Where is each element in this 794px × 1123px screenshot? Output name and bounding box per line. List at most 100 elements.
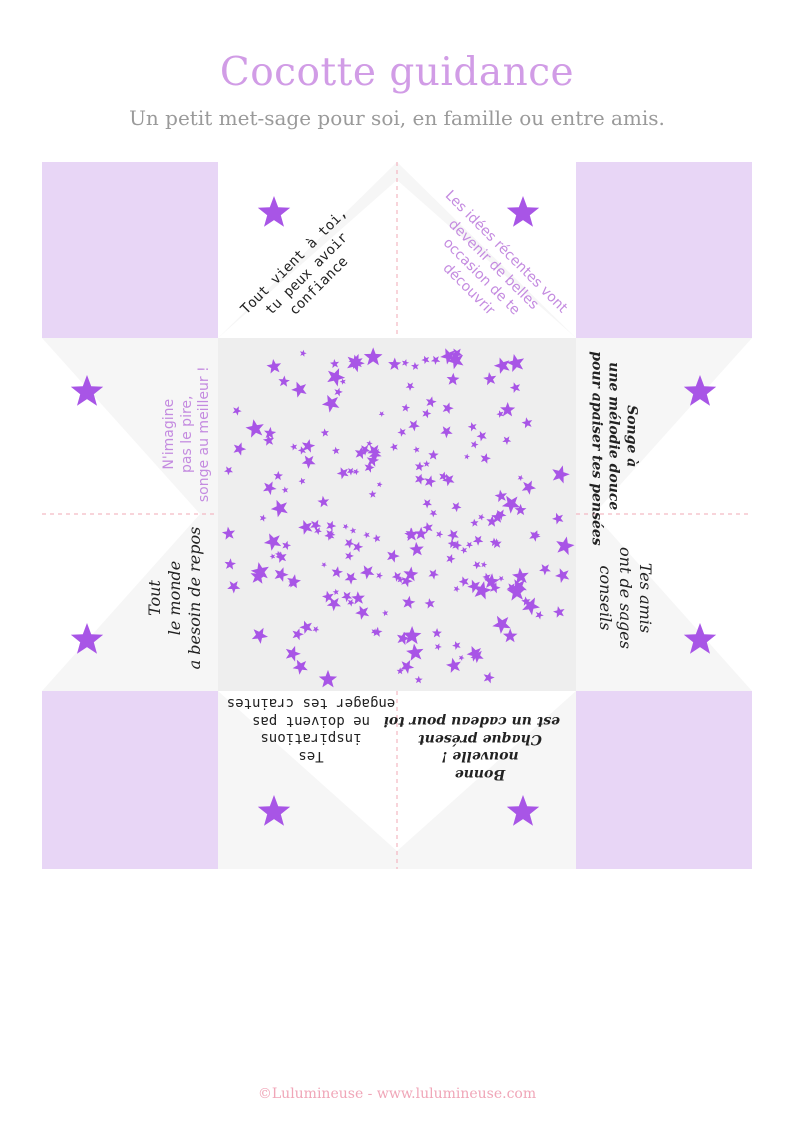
burst-star-icon xyxy=(349,527,357,534)
burst-star-icon xyxy=(428,569,439,580)
burst-star-icon xyxy=(314,527,322,535)
burst-star-icon xyxy=(221,526,236,540)
burst-star-icon xyxy=(467,422,477,432)
burst-star-icon xyxy=(423,460,431,467)
burst-star-icon xyxy=(458,654,465,661)
burst-star-icon xyxy=(464,453,470,460)
burst-star-icon xyxy=(404,527,418,541)
burst-star-icon xyxy=(273,470,283,481)
burst-star-icon xyxy=(521,417,533,429)
burst-star-icon xyxy=(535,610,544,620)
burst-star-icon xyxy=(297,446,306,455)
corner-stars xyxy=(70,196,717,826)
burst-star-icon xyxy=(470,440,479,449)
burst-star-icon xyxy=(372,626,383,637)
burst-star-icon xyxy=(450,348,463,360)
burst-star-icon xyxy=(472,561,481,570)
burst-star-icon xyxy=(489,537,499,547)
burst-star-icon xyxy=(245,419,264,438)
burst-star-icon xyxy=(493,357,510,374)
burst-star-icon xyxy=(298,477,306,485)
burst-star-icon xyxy=(355,605,370,620)
burst-star-icon xyxy=(553,606,565,618)
burst-star-icon xyxy=(366,465,373,471)
burst-star-icon xyxy=(344,572,358,585)
burst-star-icon xyxy=(292,659,308,675)
burst-star-icon xyxy=(382,609,389,617)
burst-star-icon xyxy=(312,626,320,633)
burst-star-icon xyxy=(446,657,461,673)
burst-star-icon xyxy=(408,420,420,432)
burst-star-icon xyxy=(440,348,457,365)
burst-star-icon xyxy=(331,446,340,455)
message-bottom-right: Bonne nouvelle ! Chaque présent est un c… xyxy=(384,713,560,783)
burst-star-icon xyxy=(251,627,268,644)
burst-star-icon xyxy=(458,576,469,587)
burst-star-icon xyxy=(263,481,277,496)
burst-star-icon xyxy=(421,355,430,365)
burst-star-icon xyxy=(465,541,473,549)
burst-star-icon xyxy=(363,347,383,366)
burst-star-icon xyxy=(409,541,424,557)
burst-star-icon xyxy=(556,536,575,556)
burst-star-icon xyxy=(317,495,330,508)
burst-star-icon xyxy=(416,475,423,482)
burst-star-icon xyxy=(285,645,301,662)
corner-square-bottom-right xyxy=(576,691,752,869)
burst-star-icon xyxy=(402,626,422,645)
burst-star-icon xyxy=(447,539,457,549)
burst-star-icon xyxy=(368,490,377,498)
burst-star-icon xyxy=(227,581,241,594)
burst-star-icon xyxy=(517,475,524,482)
burst-star-icon xyxy=(359,444,371,456)
burst-star-icon xyxy=(442,402,454,414)
burst-star-icon xyxy=(282,540,292,550)
burst-star-icon xyxy=(522,597,540,616)
burst-star-icon xyxy=(353,468,360,476)
burst-star-icon xyxy=(341,591,353,603)
burst-star-icon xyxy=(422,522,433,533)
message-left-top: N'imagine pas le pire, songe au meilleur… xyxy=(160,366,212,503)
burst-star-icon xyxy=(298,520,313,535)
burst-star-icon xyxy=(330,359,340,369)
burst-star-icon xyxy=(483,372,497,386)
star-icon xyxy=(257,795,291,826)
burst-star-icon xyxy=(281,486,289,494)
burst-star-icon xyxy=(376,572,383,580)
burst-star-icon xyxy=(502,628,518,643)
star-icon xyxy=(506,795,540,826)
burst-star-icon xyxy=(436,530,444,539)
burst-star-icon xyxy=(478,513,485,521)
burst-star-icon xyxy=(502,436,512,445)
burst-star-icon xyxy=(290,443,298,451)
burst-star-icon xyxy=(321,394,340,413)
burst-star-icon xyxy=(378,411,385,417)
message-right-top: Songe à une mélodie douce pour apaiser t… xyxy=(588,351,640,546)
burst-star-icon xyxy=(498,575,505,582)
burst-star-icon xyxy=(446,372,460,386)
star-icon xyxy=(70,375,104,406)
page-title: Cocotte guidance xyxy=(219,50,575,95)
corner-square-bottom-left xyxy=(42,691,218,869)
burst-star-icon xyxy=(491,510,504,523)
corner-square-top-right xyxy=(576,162,752,338)
burst-star-icon xyxy=(472,535,484,546)
burst-star-icon xyxy=(278,375,290,387)
burst-star-icon xyxy=(467,579,481,594)
burst-star-icon xyxy=(483,573,500,589)
burst-star-icon xyxy=(351,591,365,605)
footer-credit: ©Lulumineuse - www.lulumineuse.com xyxy=(257,1086,537,1102)
burst-star-icon xyxy=(397,576,404,584)
burst-star-icon xyxy=(339,378,346,385)
star-icon xyxy=(683,623,717,654)
burst-star-icon xyxy=(388,357,402,371)
burst-star-icon xyxy=(447,352,464,370)
burst-star-icon xyxy=(331,566,343,578)
burst-star-icon xyxy=(332,588,340,596)
burst-star-icon xyxy=(354,447,367,460)
burst-star-icon xyxy=(452,540,462,551)
burst-star-icon xyxy=(521,480,536,495)
burst-star-icon xyxy=(510,579,527,596)
burst-star-icon xyxy=(480,561,488,568)
